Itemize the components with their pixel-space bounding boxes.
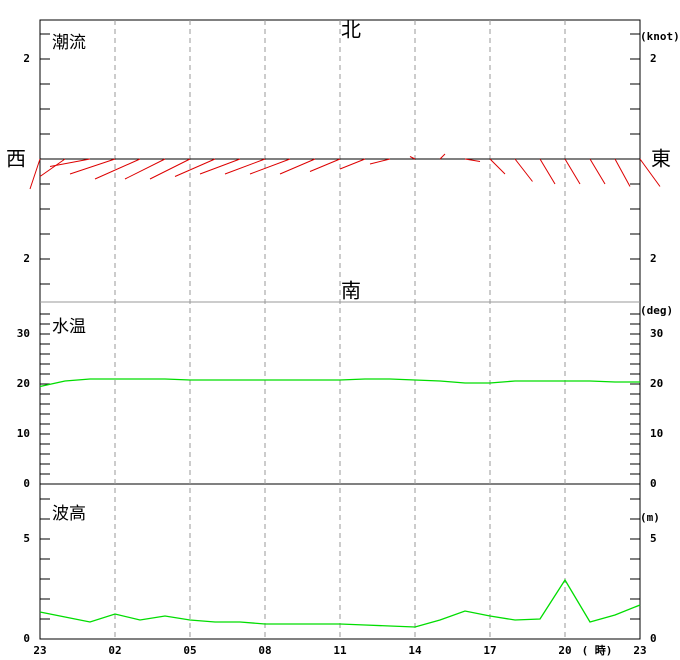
current-vector — [369, 158, 391, 165]
y-tick-label: 0 — [23, 477, 30, 490]
current-vector — [39, 158, 66, 177]
x-axis-label: ( 時) — [582, 643, 613, 657]
x-tick-label: 23 — [33, 644, 46, 657]
y-tick-label: 20 — [17, 377, 30, 390]
x-tick-label: 23 — [633, 644, 646, 657]
data-line — [39, 378, 640, 388]
y-tick-label: 2 — [650, 252, 657, 265]
y-tick-label: 30 — [650, 327, 663, 340]
current-vector — [279, 158, 316, 175]
direction-label: 北 — [341, 18, 361, 42]
current-vector — [614, 158, 631, 187]
current-vector — [639, 158, 661, 187]
x-tick-label: 11 — [333, 644, 347, 657]
y-tick-label: 2 — [650, 52, 657, 65]
unit-label: (deg) — [640, 304, 673, 317]
y-tick-label: 10 — [650, 427, 663, 440]
y-tick-label: 2 — [23, 252, 30, 265]
panel-title: 波高 — [52, 504, 86, 524]
direction-label: 東 — [651, 147, 671, 171]
direction-label: 南 — [341, 279, 361, 303]
y-tick-label: 10 — [17, 427, 30, 440]
current-vector — [409, 156, 416, 160]
y-tick-label: 5 — [23, 532, 30, 545]
unit-label: (m) — [640, 511, 660, 524]
data-line — [39, 578, 641, 628]
y-tick-label: 30 — [17, 327, 30, 340]
unit-label: (knot) — [640, 30, 680, 43]
direction-label: 西 — [6, 147, 26, 171]
current-vector — [174, 158, 216, 177]
current-vector — [589, 158, 606, 185]
panel-title: 水温 — [52, 317, 86, 337]
current-vector — [339, 158, 366, 170]
current-vector — [29, 158, 41, 190]
current-vector — [309, 158, 341, 172]
x-tick-label: 08 — [258, 644, 271, 657]
x-tick-label: 14 — [408, 644, 422, 657]
current-vector — [149, 158, 191, 180]
current-vector — [564, 158, 581, 185]
y-tick-label: 0 — [23, 632, 30, 645]
y-tick-label: 2 — [23, 52, 30, 65]
y-tick-label: 0 — [650, 477, 657, 490]
current-vector — [224, 158, 266, 175]
current-vector — [94, 158, 141, 180]
x-tick-label: 02 — [108, 644, 121, 657]
current-vector — [539, 158, 556, 185]
current-vector — [49, 158, 91, 167]
current-vector — [464, 158, 481, 162]
current-vector — [124, 158, 166, 180]
panel-title: 潮流 — [52, 33, 86, 53]
current-vector — [249, 158, 291, 175]
y-tick-label: 0 — [650, 632, 657, 645]
current-vector — [199, 158, 241, 175]
current-vector — [489, 158, 506, 175]
x-tick-label: 05 — [183, 644, 196, 657]
current-vector — [69, 158, 116, 175]
current-vector — [439, 153, 446, 160]
y-tick-label: 20 — [650, 377, 663, 390]
y-tick-label: 5 — [650, 532, 657, 545]
current-vector — [514, 158, 533, 182]
x-tick-label: 17 — [483, 644, 496, 657]
x-tick-label: 20 — [558, 644, 571, 657]
